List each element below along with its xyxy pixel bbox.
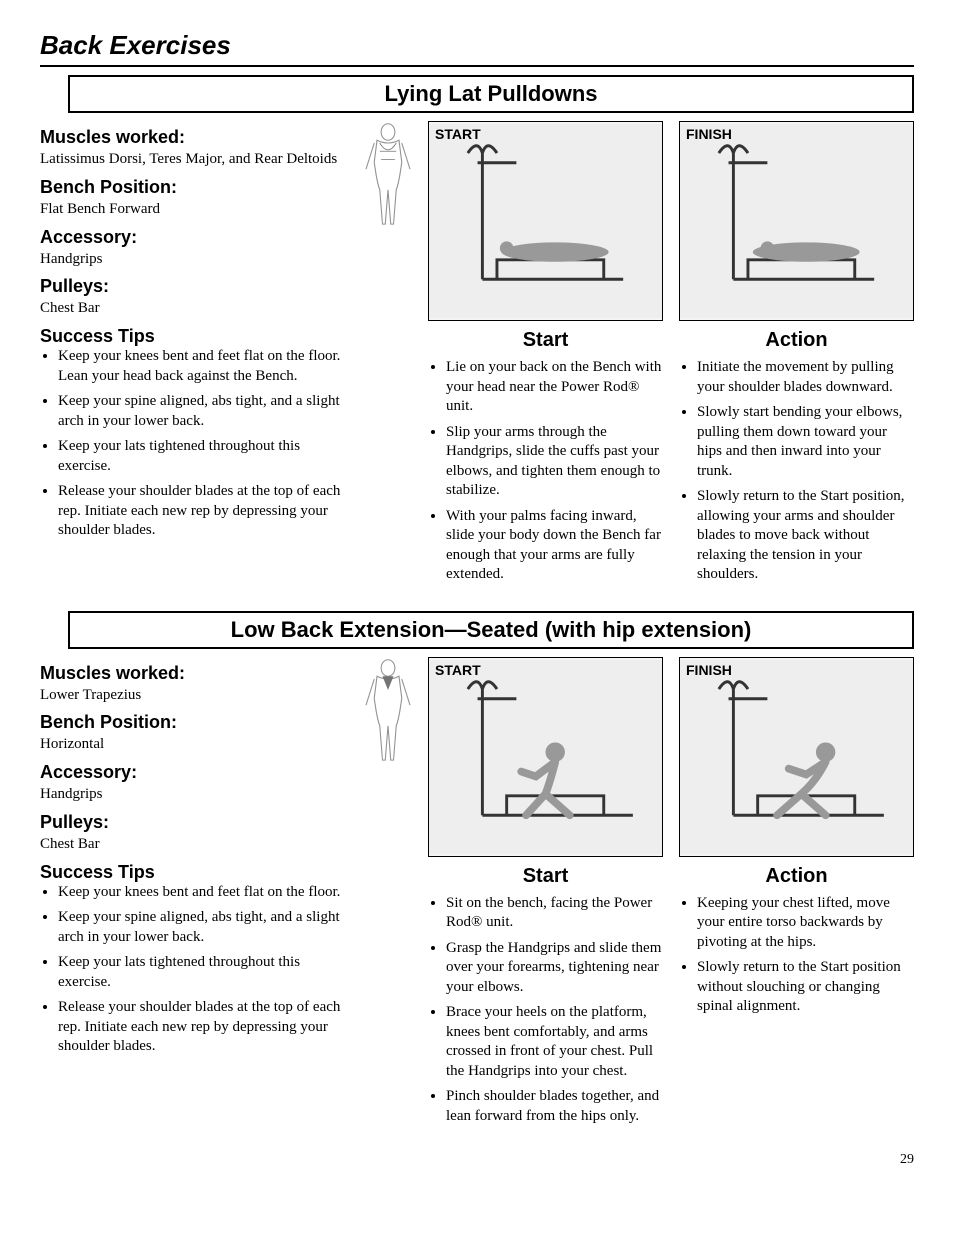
anatomy-icon <box>360 657 416 767</box>
start-steps: Sit on the bench, facing the Power Rod® … <box>428 894 663 1133</box>
exercise-title: Low Back Extension—Seated (with hip exte… <box>68 611 914 649</box>
start-image: START <box>428 657 663 857</box>
action-column: FINISH Action Keeping your chest lifted,… <box>679 657 914 1133</box>
pulleys-text: Chest Bar <box>40 299 356 318</box>
tips-list: Keep your knees bent and feet flat on th… <box>40 883 356 1057</box>
list-item: Slowly start bending your elbows, pullin… <box>697 403 914 481</box>
action-title: Action <box>679 329 914 352</box>
finish-image-label: FINISH <box>686 662 732 678</box>
muscles-text: Lower Trapezius <box>40 686 356 705</box>
start-title: Start <box>428 329 663 352</box>
list-item: Keeping your chest lifted, move your ent… <box>697 894 914 953</box>
exercise-block: Muscles worked: Latissimus Dorsi, Teres … <box>40 121 914 591</box>
exercise-illustration-icon <box>429 122 662 320</box>
list-item: Keep your lats tightened throughout this… <box>58 953 356 992</box>
accessory-text: Handgrips <box>40 250 356 269</box>
start-column: START Start Lie on your back on the Benc… <box>428 121 663 591</box>
pulleys-label: Pulleys: <box>40 276 356 297</box>
finish-image: FINISH <box>679 121 914 321</box>
accessory-text: Handgrips <box>40 785 356 804</box>
start-column: START Start Sit on the bench, facing the… <box>428 657 663 1133</box>
bench-text: Horizontal <box>40 735 356 754</box>
list-item: Slip your arms through the Handgrips, sl… <box>446 423 663 501</box>
accessory-label: Accessory: <box>40 227 356 248</box>
tips-label: Success Tips <box>40 862 356 883</box>
start-image-label: START <box>435 126 481 142</box>
page-header: Back Exercises <box>40 30 914 67</box>
list-item: Sit on the bench, facing the Power Rod® … <box>446 894 663 933</box>
exercise-illustration-icon <box>429 658 662 856</box>
list-item: With your palms facing inward, slide you… <box>446 507 663 585</box>
list-item: Release your shoulder blades at the top … <box>58 482 356 541</box>
action-steps: Initiate the movement by pulling your sh… <box>679 358 914 591</box>
exercise-illustration-icon <box>680 658 913 856</box>
exercise-title: Lying Lat Pulldowns <box>68 75 914 113</box>
start-image-label: START <box>435 662 481 678</box>
list-item: Slowly return to the Start position, all… <box>697 487 914 585</box>
exercise-block: Muscles worked: Lower Trapezius Bench Po… <box>40 657 914 1133</box>
muscles-label: Muscles worked: <box>40 127 356 148</box>
start-steps: Lie on your back on the Bench with your … <box>428 358 663 591</box>
list-item: Pinch shoulder blades together, and lean… <box>446 1087 663 1126</box>
bench-text: Flat Bench Forward <box>40 200 356 219</box>
start-title: Start <box>428 865 663 888</box>
right-columns: START Start Lie on your back on the Benc… <box>428 121 914 591</box>
left-column: Muscles worked: Lower Trapezius Bench Po… <box>40 657 356 1133</box>
list-item: Initiate the movement by pulling your sh… <box>697 358 914 397</box>
tips-label: Success Tips <box>40 326 356 347</box>
action-steps: Keeping your chest lifted, move your ent… <box>679 894 914 1023</box>
exercise-illustration-icon <box>680 122 913 320</box>
list-item: Keep your lats tightened throughout this… <box>58 437 356 476</box>
right-columns: START Start Sit on the bench, facing the… <box>428 657 914 1133</box>
muscles-label: Muscles worked: <box>40 663 356 684</box>
left-column: Muscles worked: Latissimus Dorsi, Teres … <box>40 121 356 591</box>
muscles-text: Latissimus Dorsi, Teres Major, and Rear … <box>40 150 356 169</box>
list-item: Lie on your back on the Bench with your … <box>446 358 663 417</box>
bench-label: Bench Position: <box>40 712 356 733</box>
tips-list: Keep your knees bent and feet flat on th… <box>40 347 356 541</box>
bench-label: Bench Position: <box>40 177 356 198</box>
list-item: Brace your heels on the platform, knees … <box>446 1003 663 1081</box>
action-column: FINISH Action Initiate the movement by p… <box>679 121 914 591</box>
accessory-label: Accessory: <box>40 762 356 783</box>
action-title: Action <box>679 865 914 888</box>
pulleys-text: Chest Bar <box>40 835 356 854</box>
page-number: 29 <box>40 1152 914 1168</box>
list-item: Release your shoulder blades at the top … <box>58 998 356 1057</box>
list-item: Grasp the Handgrips and slide them over … <box>446 939 663 998</box>
list-item: Slowly return to the Start position with… <box>697 958 914 1017</box>
finish-image: FINISH <box>679 657 914 857</box>
list-item: Keep your spine aligned, abs tight, and … <box>58 392 356 431</box>
anatomy-icon <box>360 121 416 231</box>
finish-image-label: FINISH <box>686 126 732 142</box>
list-item: Keep your knees bent and feet flat on th… <box>58 883 356 903</box>
list-item: Keep your spine aligned, abs tight, and … <box>58 908 356 947</box>
pulleys-label: Pulleys: <box>40 812 356 833</box>
list-item: Keep your knees bent and feet flat on th… <box>58 347 356 386</box>
start-image: START <box>428 121 663 321</box>
